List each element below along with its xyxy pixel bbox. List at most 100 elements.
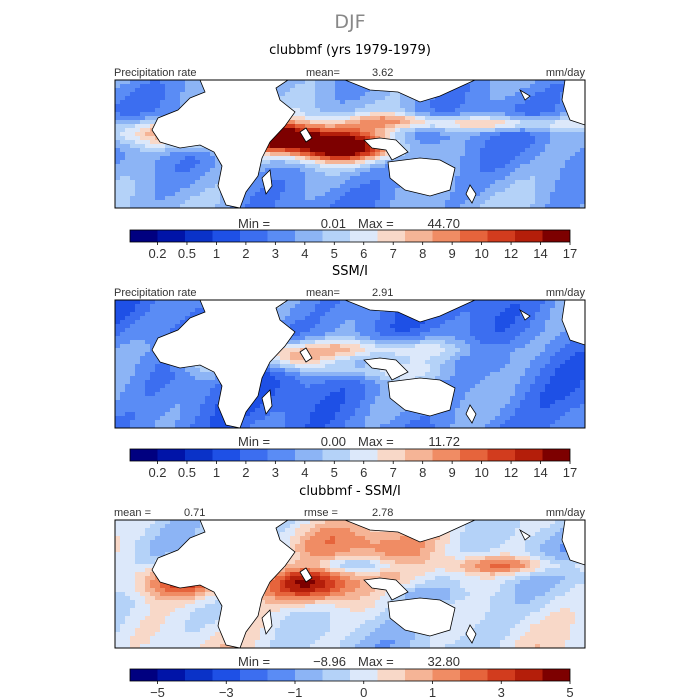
map-cell	[185, 300, 191, 305]
map-cell	[365, 376, 371, 381]
map-cell	[435, 120, 441, 125]
map-cell	[495, 316, 501, 321]
map-cell	[215, 164, 221, 169]
map-cell	[325, 304, 331, 309]
map-cell	[115, 136, 121, 141]
map-cell	[305, 92, 311, 97]
map-cell	[340, 332, 346, 337]
map-cell	[150, 116, 156, 121]
map-cell	[375, 344, 381, 349]
map-cell	[275, 192, 281, 197]
map-cell	[350, 112, 356, 117]
map-cell	[560, 140, 566, 145]
map-cell	[320, 308, 326, 313]
map-cell	[385, 132, 391, 137]
map-cell	[570, 152, 576, 157]
map-cell	[445, 156, 451, 161]
map-cell	[310, 176, 316, 181]
map-cell	[540, 316, 546, 321]
map-cell	[530, 116, 536, 121]
map-cell	[540, 200, 546, 205]
map-cell	[180, 196, 186, 201]
map-cell	[345, 184, 351, 189]
map-cell	[425, 132, 431, 137]
map-cell	[365, 92, 371, 97]
map-cell	[380, 160, 386, 165]
map-cell	[420, 120, 426, 125]
map-cell	[430, 100, 436, 105]
map-cell	[455, 356, 461, 361]
map-cell	[455, 360, 461, 365]
map-cell	[465, 148, 471, 153]
panel-model-mean-label: mean=	[306, 67, 340, 79]
map-cell	[380, 332, 386, 337]
map-cell	[280, 304, 286, 309]
map-cell	[325, 316, 331, 321]
map-cell	[510, 344, 516, 349]
map-cell	[290, 164, 296, 169]
map-cell	[310, 356, 316, 361]
map-cell	[525, 324, 531, 329]
map-cell	[550, 88, 556, 93]
map-cell	[340, 324, 346, 329]
map-cell	[520, 204, 526, 208]
map-cell	[395, 340, 401, 345]
map-cell	[125, 204, 131, 208]
map-cell	[560, 104, 566, 109]
map-cell	[145, 324, 151, 329]
map-cell	[425, 344, 431, 349]
map-cell	[450, 348, 456, 353]
map-cell	[150, 180, 156, 185]
map-cell	[555, 176, 561, 181]
map-cell	[195, 172, 201, 177]
map-cell	[470, 360, 476, 365]
map-cell	[315, 320, 321, 325]
map-cell	[120, 80, 126, 85]
map-cell	[465, 96, 471, 101]
map-cell	[335, 376, 341, 381]
map-cell	[445, 132, 451, 137]
map-cell	[470, 320, 476, 325]
map-cell	[310, 84, 316, 89]
map-cell	[455, 320, 461, 325]
map-cell	[120, 104, 126, 109]
map-cell	[375, 172, 381, 177]
map-cell	[525, 124, 531, 129]
map-cell	[360, 324, 366, 329]
map-cell	[440, 200, 446, 205]
map-cell	[565, 180, 571, 185]
map-cell	[190, 192, 196, 197]
map-cell	[460, 124, 466, 129]
map-cell	[345, 156, 351, 161]
map-cell	[315, 336, 321, 341]
map-cell	[345, 108, 351, 113]
map-cell	[135, 188, 141, 193]
map-cell	[150, 316, 156, 321]
map-cell	[295, 112, 301, 117]
map-cell	[540, 108, 546, 113]
map-cell	[475, 312, 481, 317]
map-cell	[270, 196, 276, 201]
map-cell	[385, 204, 391, 208]
map-cell	[530, 364, 536, 369]
map-cell	[485, 192, 491, 197]
map-cell	[545, 128, 551, 133]
map-cell	[325, 312, 331, 317]
map-cell	[455, 168, 461, 173]
map-cell	[530, 356, 536, 361]
map-cell	[545, 156, 551, 161]
map-cell	[505, 352, 511, 357]
map-cell	[530, 352, 536, 357]
map-cell	[190, 184, 196, 189]
map-cell	[560, 304, 566, 309]
panel-obs-variable: Precipitation rate	[114, 287, 197, 299]
map-cell	[155, 100, 161, 105]
map-cell	[115, 368, 121, 373]
map-cell	[320, 316, 326, 321]
map-cell	[550, 100, 556, 105]
map-cell	[205, 196, 211, 201]
colorbar-tick-label: 4	[301, 246, 308, 261]
map-cell	[485, 176, 491, 181]
map-cell	[395, 344, 401, 349]
map-cell	[305, 380, 311, 385]
